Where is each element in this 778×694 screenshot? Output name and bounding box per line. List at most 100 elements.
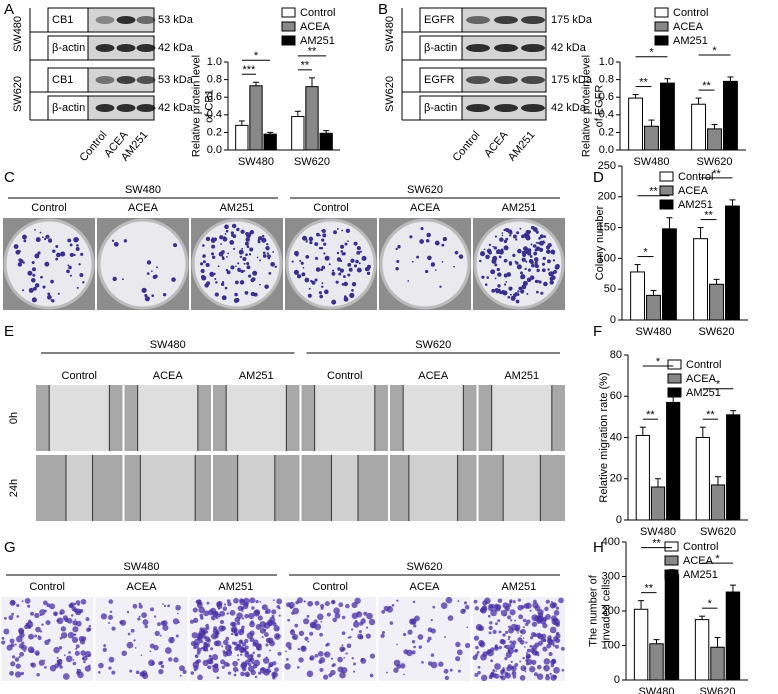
invaded-cell [531, 659, 537, 665]
invaded-cell [237, 658, 240, 661]
cell-line-label: SW480 [384, 16, 396, 52]
colony [492, 245, 495, 248]
colony [343, 281, 348, 287]
invaded-cell [198, 606, 206, 614]
colony [483, 248, 486, 251]
cell-layer [124, 385, 138, 451]
invaded-cell [537, 608, 544, 616]
time-label: 24h [8, 479, 20, 497]
colony [316, 232, 320, 237]
invaded-cell [555, 606, 560, 610]
colony [535, 290, 539, 294]
colony [335, 280, 339, 284]
invaded-cell [129, 669, 133, 673]
invaded-cell [396, 643, 398, 646]
colony [151, 294, 155, 298]
legend-label: ACEA [686, 373, 717, 385]
invaded-cell [550, 674, 557, 681]
colony [212, 255, 216, 259]
invaded-cell [34, 612, 40, 619]
blot-band [116, 44, 136, 52]
x-tick-label: SW480 [638, 686, 674, 694]
invaded-cell [249, 630, 255, 636]
invaded-cell [508, 635, 511, 639]
colony [425, 238, 430, 243]
invaded-cell [9, 638, 15, 644]
invaded-cell [477, 670, 481, 675]
colony [274, 265, 277, 269]
colony [498, 255, 502, 259]
colony [268, 272, 272, 275]
y-tick-label: 0.6 [207, 91, 222, 103]
legend-label: ACEA [678, 185, 709, 197]
invaded-cell [261, 604, 268, 611]
invaded-cell [508, 625, 511, 629]
invaded-cell [519, 675, 526, 681]
colony [493, 246, 497, 250]
invaded-cell [241, 610, 244, 613]
invaded-cell [403, 649, 409, 655]
y-tick-label: 80 [610, 349, 622, 361]
invaded-cell [526, 651, 528, 654]
colony [35, 237, 41, 243]
bar [630, 271, 645, 321]
y-axis-label: The number of [587, 574, 599, 646]
colony [242, 256, 247, 262]
colony [123, 239, 128, 243]
invaded-cell [11, 612, 15, 616]
colony [44, 261, 50, 267]
colony [510, 295, 516, 301]
invaded-cell [314, 600, 320, 606]
y-tick-label: 0.0 [207, 144, 222, 156]
colony [257, 239, 260, 242]
bar [664, 574, 680, 681]
invaded-cell [542, 646, 548, 652]
bar [628, 97, 643, 151]
colony [321, 228, 326, 234]
invaded-cell [303, 600, 306, 603]
invaded-cell [29, 648, 35, 654]
invaded-cell [413, 645, 416, 649]
invaded-cell [71, 606, 77, 612]
y-tick-label: 0.2 [599, 126, 614, 138]
colony [484, 283, 488, 286]
invaded-cell [253, 609, 260, 617]
cell-layer [301, 385, 315, 451]
colony [144, 296, 150, 302]
lane-label: Control [312, 581, 347, 593]
significance-label: ** [639, 76, 648, 88]
invaded-cell [550, 600, 553, 603]
colony [543, 235, 547, 239]
cell-line-label: SW480 [12, 16, 24, 52]
invaded-cell [75, 647, 78, 650]
invaded-cell [231, 627, 238, 633]
invaded-cell [551, 658, 556, 663]
colony [550, 249, 556, 255]
dish [379, 218, 471, 310]
lane-label: AM251 [502, 202, 537, 214]
colony [213, 272, 216, 276]
colony [300, 261, 304, 265]
colony [411, 260, 414, 263]
colony [395, 247, 398, 251]
colony [205, 262, 210, 268]
invaded-cell [81, 657, 85, 660]
invaded-cell [341, 631, 346, 636]
y-tick-label: 200 [598, 191, 616, 203]
colony [226, 270, 231, 275]
colony [50, 299, 53, 302]
invaded-cell [509, 643, 516, 650]
invaded-cell [440, 602, 448, 609]
invaded-cell [19, 632, 25, 638]
invaded-cell [41, 623, 44, 626]
invaded-cell [522, 637, 525, 639]
colony [308, 287, 311, 290]
invaded-cell [347, 636, 350, 639]
invaded-cell [141, 612, 148, 619]
y-tick-label: 1.0 [599, 56, 614, 68]
colony [486, 255, 489, 258]
invaded-cell [430, 619, 433, 622]
colony [501, 234, 504, 237]
colony [215, 281, 218, 284]
colony [506, 272, 512, 277]
